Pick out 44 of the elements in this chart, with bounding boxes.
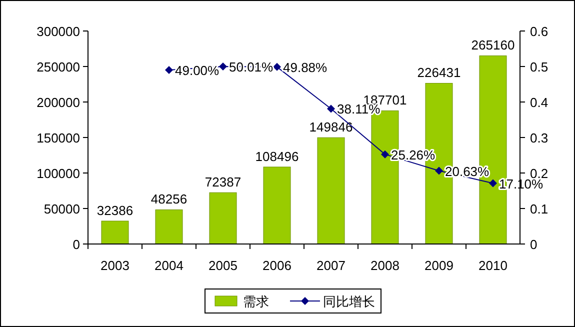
point	[489, 179, 497, 188]
point	[273, 62, 281, 71]
data-label: 49.88%	[283, 60, 328, 75]
y2-tick-label: 0.1	[530, 202, 548, 216]
point	[435, 166, 443, 175]
y2-tick-label: 0.6	[530, 24, 548, 39]
y2-tick-label: 0.3	[530, 130, 548, 146]
legend-label: 同比增长	[323, 294, 375, 309]
point	[165, 66, 173, 74]
x-tick-label: 2008	[370, 258, 400, 273]
y-tick-label: 250000	[36, 60, 80, 74]
bar	[155, 209, 183, 244]
bar	[101, 220, 129, 244]
bar	[317, 137, 345, 244]
data-label: 149846	[309, 120, 353, 135]
data-label: 265160	[471, 38, 515, 53]
data-label: 32386	[96, 203, 134, 218]
point	[327, 104, 335, 113]
x-tick-label: 2010	[478, 258, 508, 273]
y-tick-label: 50000	[44, 202, 80, 216]
x-tick-label: 2009	[424, 258, 454, 273]
y2-tick-label: 0.2	[530, 166, 548, 181]
y-tick-label: 100000	[36, 166, 80, 181]
y-tick-label: 150000	[36, 130, 80, 146]
y2-tick-label: 0	[530, 237, 538, 252]
y-tick-label: 0	[72, 237, 80, 252]
x-tick-label: 2006	[262, 258, 292, 273]
data-label: 72387	[204, 174, 242, 190]
data-label: 108496	[255, 148, 299, 164]
bar	[263, 166, 291, 244]
y2-tick-label: 0.4	[530, 95, 548, 110]
bar	[209, 192, 237, 244]
y2-tick-label: 0.5	[530, 60, 548, 74]
point	[219, 62, 227, 70]
x-tick-label: 2007	[316, 258, 346, 273]
y-tick-label: 200000	[36, 95, 80, 110]
legend-label: 需求	[243, 294, 269, 309]
data-label: 226431	[417, 65, 461, 80]
point	[381, 150, 389, 158]
data-label: 48256	[150, 192, 188, 207]
x-tick-label: 2004	[154, 258, 184, 273]
x-tick-label: 2005	[208, 258, 238, 273]
y-tick-label: 300000	[36, 24, 80, 39]
x-tick-label: 2003	[100, 258, 130, 273]
